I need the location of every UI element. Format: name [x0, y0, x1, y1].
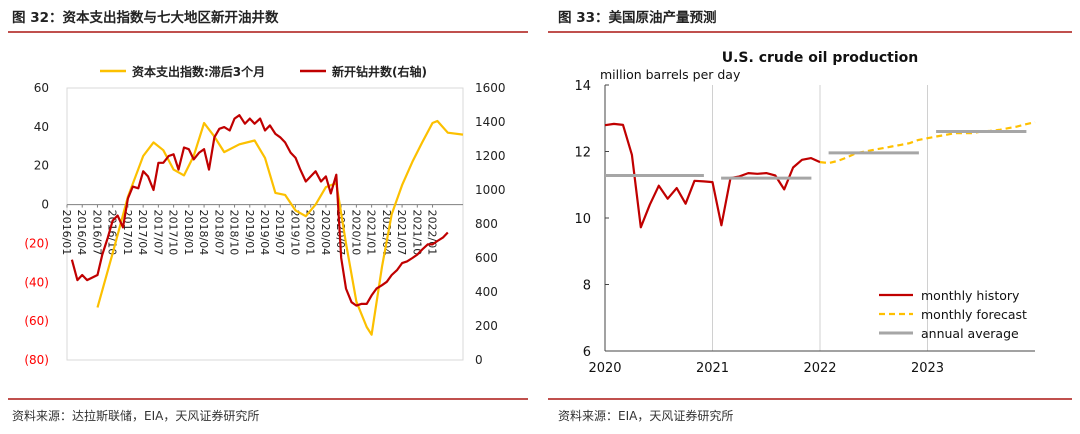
x-tick-label: 2020/01 — [304, 210, 317, 256]
right-axis-tick-label: 1200 — [475, 149, 506, 163]
left-panel-title: 图 32：资本支出指数与七大地区新开油井数 — [12, 10, 279, 26]
left-axis-tick-label: (40) — [24, 275, 49, 289]
x-tick-label: 2021/01 — [365, 210, 378, 256]
x-tick-label: 2022 — [803, 361, 836, 376]
right-panel-title: 图 33：美国原油产量预测 — [558, 10, 717, 26]
plot-area — [66, 87, 464, 361]
x-tick-label: 2018/04 — [197, 210, 210, 256]
x-tick-label: 2020/10 — [349, 210, 362, 256]
right-axis-tick-label: 600 — [475, 251, 498, 265]
x-tick-label: 2019/10 — [288, 210, 301, 256]
y-tick-label: 14 — [574, 79, 591, 94]
left-source: 资料来源：达拉斯联储，EIA，天风证券研究所 — [12, 409, 260, 423]
capex-index-line — [96, 119, 464, 336]
x-tick-label: 2016/04 — [75, 210, 88, 256]
left-axis-tick-label: 20 — [34, 159, 49, 173]
left-axis-tick-label: (60) — [24, 314, 49, 328]
x-tick-label: 2018/01 — [182, 210, 195, 256]
x-tick-label: 2023 — [911, 361, 944, 376]
right-axis-tick-label: 1000 — [475, 183, 506, 197]
left-axis-tick-label: 40 — [34, 120, 49, 134]
x-tick-label: 2020 — [588, 361, 621, 376]
x-tick-label: 2017/04 — [136, 210, 149, 256]
x-tick-label: 2019/04 — [258, 210, 271, 256]
x-tick-label: 2017/10 — [167, 210, 180, 256]
monthly-history-line — [604, 122, 821, 229]
x-tick-label: 2018/10 — [228, 210, 241, 256]
x-tick-label: 2021/07 — [395, 210, 408, 256]
x-tick-label: 2017/07 — [151, 210, 164, 256]
x-tick-label: 2020/04 — [319, 210, 332, 256]
x-tick-label: 2016/01 — [60, 210, 73, 256]
left-panel: 图 32：资本支出指数与七大地区新开油井数 60 40 20 0 (20) (40) (60… — [0, 0, 532, 434]
left-axis-tick-label: 60 — [34, 81, 49, 95]
right-axis-tick-label: 800 — [475, 217, 498, 231]
chart-capex-vs-new-wells: 6040200(20)(40)(60)(80)16001400120010008… — [24, 64, 506, 367]
left-source-rule — [8, 398, 528, 400]
right-axis-tick-label: 200 — [475, 319, 498, 333]
right-axis-tick-label: 1400 — [475, 115, 506, 129]
x-tick-label: 2022/01 — [426, 210, 439, 256]
x-tick-label: 2018/07 — [212, 210, 225, 256]
x-tick-label: 2019/07 — [273, 210, 286, 256]
y-tick-label: 12 — [574, 146, 591, 161]
right-axis-tick-label: 0 — [475, 353, 483, 367]
legend-label: 新开钻井数(右轴) — [332, 64, 427, 79]
y-tick-label: 10 — [574, 212, 591, 227]
right-title-rule — [548, 31, 1072, 33]
x-tick-label: 2021/10 — [410, 210, 423, 256]
x-tick-label: 2019/01 — [243, 210, 256, 256]
new-wells-line — [70, 114, 449, 307]
left-axis-tick-label: 0 — [41, 198, 49, 212]
monthly-forecast-line — [819, 121, 1036, 165]
right-panel: 图 33：美国原油产量预测 U.S. crude oil production m… — [548, 0, 1080, 434]
y-tick-label: 8 — [583, 279, 591, 294]
left-axis-tick-label: (20) — [24, 236, 49, 250]
left-title-rule — [8, 31, 528, 33]
legend-label: 资本支出指数:滞后3个月 — [132, 64, 265, 79]
y-tick-label: 6 — [583, 345, 591, 360]
chart-title: U.S. crude oil production — [722, 50, 919, 66]
right-source-rule — [548, 398, 1072, 400]
left-axis-tick-label: (80) — [24, 353, 49, 367]
right-axis-tick-label: 400 — [475, 285, 498, 299]
legend-label: monthly forecast — [921, 307, 1027, 322]
y-axis-label: million barrels per day — [600, 67, 741, 82]
x-tick-label: 2021 — [696, 361, 729, 376]
right-source: 资料来源：EIA，天风证券研究所 — [558, 409, 734, 423]
x-tick-label: 2016/07 — [90, 210, 103, 256]
right-axis-tick-label: 1600 — [475, 81, 506, 95]
legend-label: annual average — [921, 326, 1019, 341]
legend-label: monthly history — [921, 288, 1020, 303]
